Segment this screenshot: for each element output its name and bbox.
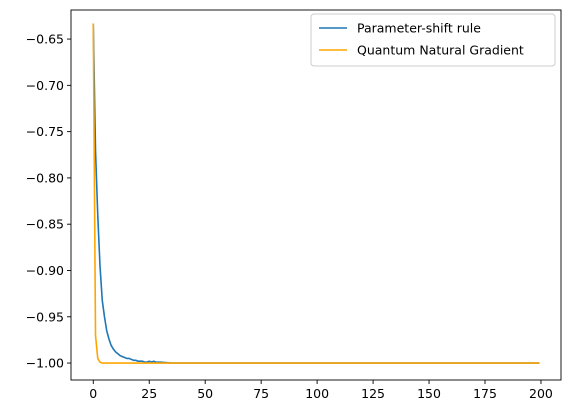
x-tick-label: 50 (197, 386, 213, 401)
x-tick-label: 75 (253, 386, 269, 401)
y-tick-label: −0.65 (26, 32, 64, 47)
legend-box (310, 13, 556, 67)
y-tick-label: −0.75 (26, 124, 64, 139)
y-tick-label: −0.85 (26, 217, 64, 232)
x-tick-label: 200 (529, 386, 553, 401)
x-tick-label: 100 (305, 386, 329, 401)
y-tick-label: −0.95 (26, 309, 64, 324)
x-tick-label: 150 (417, 386, 441, 401)
legend: Parameter-shift rule Quantum Natural Grad… (310, 13, 556, 67)
axes-layer: 0 25 50 75 100 125 150 175 200 −0.65 −0.70 −0.75 −0.… (26, 9, 562, 401)
series-line-1 (92, 23, 540, 364)
axes-frame (70, 9, 562, 381)
x-tick-label: 125 (361, 386, 385, 401)
legend-label-0: Parameter-shift rule (357, 21, 481, 36)
series-layer (92, 23, 540, 364)
y-tick-label: −0.70 (26, 78, 64, 93)
x-tick-label: 0 (89, 386, 97, 401)
series-line-0 (92, 23, 540, 364)
y-tick-label: −0.90 (26, 263, 64, 278)
y-tick-label: −1.00 (26, 356, 64, 371)
legend-label-1: Quantum Natural Gradient (357, 43, 524, 58)
plot-area (71, 10, 561, 380)
x-tick-label: 25 (141, 386, 157, 401)
y-tick-label: −0.80 (26, 170, 64, 185)
x-tick-label: 175 (473, 386, 497, 401)
